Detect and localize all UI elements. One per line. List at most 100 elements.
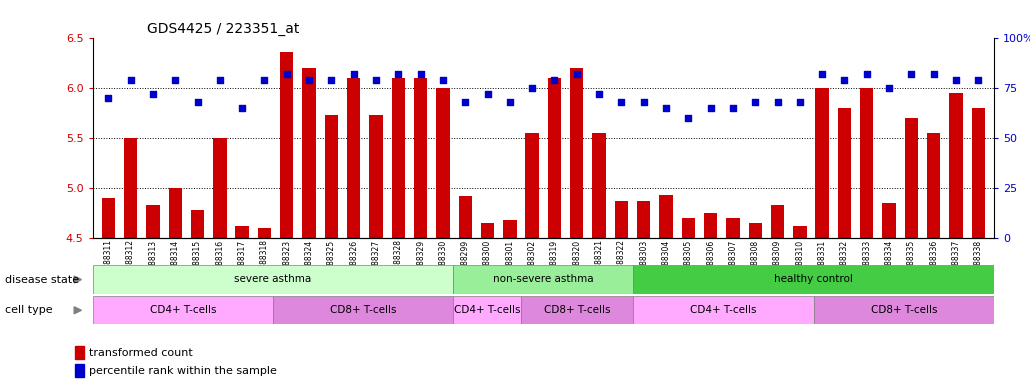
Point — [412, 71, 428, 78]
Bar — [458, 196, 472, 238]
Bar — [793, 226, 806, 238]
FancyBboxPatch shape — [453, 296, 521, 324]
FancyBboxPatch shape — [814, 296, 994, 324]
Bar — [860, 88, 873, 238]
Point — [658, 105, 675, 111]
Bar — [837, 108, 851, 238]
Point — [859, 71, 876, 78]
Text: CD8+ T-cells: CD8+ T-cells — [544, 305, 611, 315]
FancyBboxPatch shape — [633, 296, 814, 324]
Bar — [927, 133, 940, 238]
Point — [903, 71, 920, 78]
Point — [769, 99, 786, 105]
Point — [234, 105, 250, 111]
Bar — [816, 88, 829, 238]
Text: CD8+ T-cells: CD8+ T-cells — [870, 305, 937, 315]
Point — [524, 85, 541, 91]
Bar — [481, 223, 494, 238]
Bar — [883, 203, 896, 238]
Text: transformed count: transformed count — [90, 348, 193, 358]
Point — [345, 71, 362, 78]
Bar — [504, 220, 517, 238]
Bar — [191, 210, 204, 238]
Point — [211, 77, 228, 83]
Point — [814, 71, 830, 78]
Point — [479, 91, 495, 98]
FancyBboxPatch shape — [93, 296, 273, 324]
Text: CD4+ T-cells: CD4+ T-cells — [690, 305, 757, 315]
Bar — [682, 218, 695, 238]
Bar — [548, 78, 561, 238]
Bar — [414, 78, 427, 238]
Point — [144, 91, 161, 98]
Bar — [437, 88, 450, 238]
Bar — [770, 205, 784, 238]
Point — [569, 71, 585, 78]
Point — [747, 99, 763, 105]
Bar — [102, 198, 115, 238]
Point — [546, 77, 562, 83]
Point — [680, 115, 696, 121]
Point — [167, 77, 183, 83]
Text: percentile rank within the sample: percentile rank within the sample — [90, 366, 277, 376]
Bar — [570, 68, 583, 238]
Point — [190, 99, 206, 105]
Bar — [749, 223, 762, 238]
Text: non-severe asthma: non-severe asthma — [493, 274, 593, 285]
Bar — [124, 138, 137, 238]
Point — [123, 77, 139, 83]
Bar — [75, 346, 84, 359]
Point — [836, 77, 853, 83]
Text: GDS4425 / 223351_at: GDS4425 / 223351_at — [146, 22, 299, 36]
Point — [613, 99, 629, 105]
FancyBboxPatch shape — [453, 265, 633, 294]
Point — [323, 77, 340, 83]
FancyBboxPatch shape — [633, 265, 994, 294]
Bar — [525, 133, 539, 238]
Point — [278, 71, 295, 78]
Bar — [347, 78, 360, 238]
Point — [725, 105, 742, 111]
Bar — [324, 115, 338, 238]
Point — [435, 77, 451, 83]
Bar — [971, 108, 985, 238]
Point — [301, 77, 317, 83]
Text: cell type: cell type — [5, 305, 53, 315]
Bar — [592, 133, 606, 238]
Bar — [236, 226, 249, 238]
Text: CD8+ T-cells: CD8+ T-cells — [330, 305, 397, 315]
Point — [792, 99, 809, 105]
Bar — [726, 218, 740, 238]
Text: CD4+ T-cells: CD4+ T-cells — [149, 305, 216, 315]
Bar — [146, 205, 160, 238]
Point — [256, 77, 273, 83]
Point — [970, 77, 987, 83]
Bar — [258, 228, 271, 238]
Bar — [659, 195, 673, 238]
Bar — [169, 188, 182, 238]
Text: CD4+ T-cells: CD4+ T-cells — [454, 305, 520, 315]
Bar — [213, 138, 227, 238]
Bar — [303, 68, 316, 238]
Bar — [75, 364, 84, 377]
Bar — [391, 78, 405, 238]
Point — [502, 99, 518, 105]
FancyBboxPatch shape — [521, 296, 633, 324]
Bar — [703, 213, 717, 238]
Text: severe asthma: severe asthma — [234, 274, 311, 285]
Point — [368, 77, 384, 83]
Point — [636, 99, 652, 105]
Point — [457, 99, 474, 105]
Text: healthy control: healthy control — [775, 274, 853, 285]
Point — [591, 91, 608, 98]
Bar — [615, 201, 628, 238]
FancyBboxPatch shape — [273, 296, 453, 324]
Text: disease state: disease state — [5, 275, 79, 285]
Point — [100, 95, 116, 101]
Point — [948, 77, 964, 83]
Bar — [904, 118, 918, 238]
FancyBboxPatch shape — [93, 265, 453, 294]
Point — [881, 85, 897, 91]
Bar — [637, 201, 650, 238]
Point — [390, 71, 407, 78]
